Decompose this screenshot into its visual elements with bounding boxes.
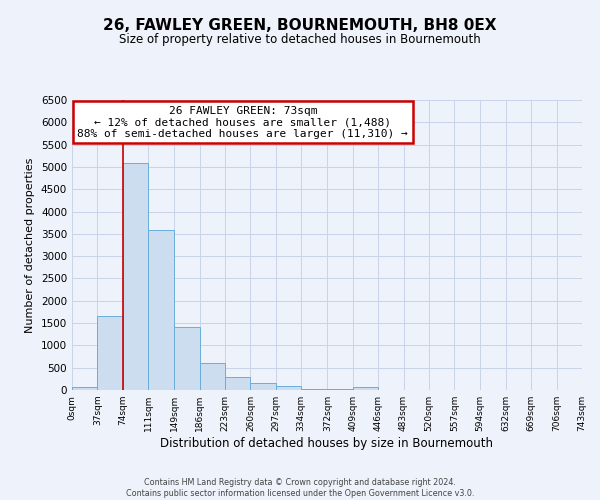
Bar [97,316,123,390]
Text: 26, FAWLEY GREEN, BOURNEMOUTH, BH8 0EX: 26, FAWLEY GREEN, BOURNEMOUTH, BH8 0EX [103,18,497,32]
Bar [148,230,174,390]
Bar [276,386,301,390]
X-axis label: Distribution of detached houses by size in Bournemouth: Distribution of detached houses by size … [161,437,493,450]
Bar [123,164,148,390]
Bar [72,388,97,390]
Text: 26 FAWLEY GREEN: 73sqm
← 12% of detached houses are smaller (1,488)
88% of semi-: 26 FAWLEY GREEN: 73sqm ← 12% of detached… [77,106,408,139]
Text: Size of property relative to detached houses in Bournemouth: Size of property relative to detached ho… [119,32,481,46]
Bar [225,377,250,390]
Bar [174,326,200,390]
Text: Contains HM Land Registry data © Crown copyright and database right 2024.
Contai: Contains HM Land Registry data © Crown c… [126,478,474,498]
Bar [200,363,225,390]
Y-axis label: Number of detached properties: Number of detached properties [25,158,35,332]
Bar [353,388,378,390]
Bar [250,383,276,390]
